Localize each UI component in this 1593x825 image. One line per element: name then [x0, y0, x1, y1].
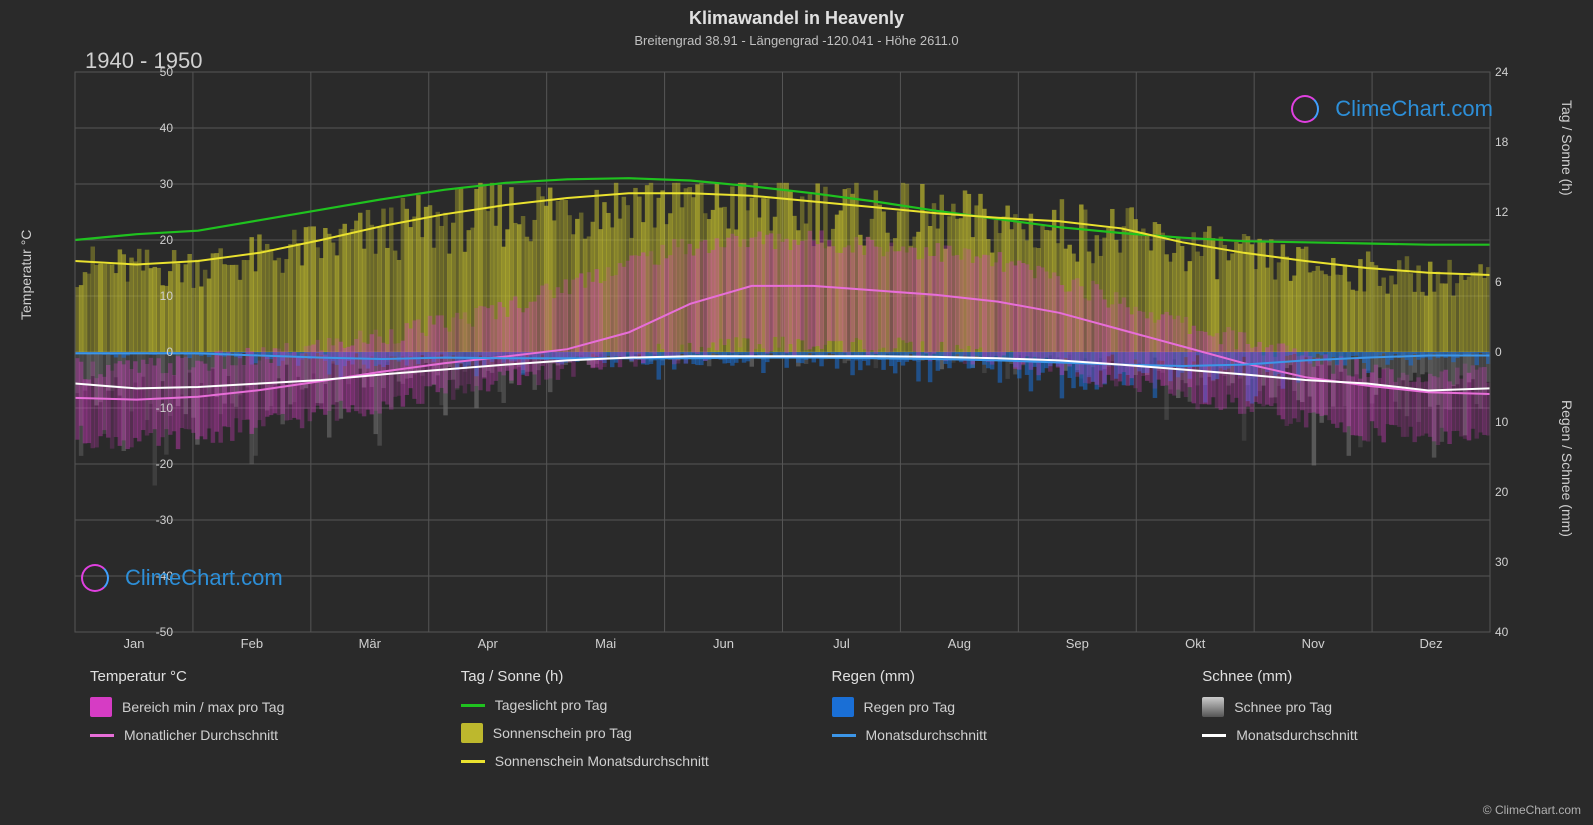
- legend-label: Sonnenschein pro Tag: [493, 725, 632, 741]
- legend-item-rain-day: Regen pro Tag: [832, 697, 1163, 717]
- tick-right-precip: 20: [1495, 485, 1535, 499]
- tick-right-sun: 24: [1495, 65, 1535, 79]
- snow-swatch: [1202, 697, 1224, 717]
- chart-title: Klimawandel in Heavenly: [0, 0, 1593, 29]
- logo-ring-icon: [81, 564, 109, 592]
- legend-label: Monatlicher Durchschnitt: [124, 727, 278, 743]
- tick-month: Mai: [595, 636, 616, 651]
- temp-avg-line-icon: [90, 734, 114, 737]
- tick-right-sun: 18: [1495, 135, 1535, 149]
- tick-right-sun: 12: [1495, 205, 1535, 219]
- legend-item-sunshine-day: Sonnenschein pro Tag: [461, 723, 792, 743]
- legend-label: Tageslicht pro Tag: [495, 697, 608, 713]
- legend-header-temp: Temperatur °C: [90, 668, 421, 685]
- legend-item-temp-avg: Monatlicher Durchschnitt: [90, 727, 421, 743]
- tick-left: -10: [133, 401, 173, 415]
- legend-label: Monatsdurchschnitt: [866, 727, 987, 743]
- logo-ring-icon: [1291, 95, 1319, 123]
- tick-month: Sep: [1066, 636, 1089, 651]
- tick-right-sun: 6: [1495, 275, 1535, 289]
- legend-header-rain: Regen (mm): [832, 668, 1163, 685]
- y-axis-right-top-label: Tag / Sonne (h): [1559, 100, 1575, 196]
- y-axis-right-bottom-label: Regen / Schnee (mm): [1559, 400, 1575, 537]
- tick-left: 10: [133, 289, 173, 303]
- legend-label: Bereich min / max pro Tag: [122, 699, 284, 715]
- tick-month: Mär: [359, 636, 381, 651]
- legend-col-sun: Tag / Sonne (h) Tageslicht pro Tag Sonne…: [461, 668, 792, 769]
- copyright-text: © ClimeChart.com: [1483, 803, 1581, 817]
- sunshine-swatch: [461, 723, 483, 743]
- legend-label: Schnee pro Tag: [1234, 699, 1332, 715]
- legend-label: Sonnenschein Monatsdurchschnitt: [495, 753, 709, 769]
- legend-item-sunshine-avg: Sonnenschein Monatsdurchschnitt: [461, 753, 792, 769]
- legend-item-snow-avg: Monatsdurchschnitt: [1202, 727, 1533, 743]
- y-axis-left-label: Temperatur °C: [18, 230, 34, 320]
- tick-left: 20: [133, 233, 173, 247]
- daylight-line-icon: [461, 704, 485, 707]
- chart-plot-area: [75, 72, 1490, 632]
- tick-month: Jul: [833, 636, 850, 651]
- tick-month: Nov: [1302, 636, 1325, 651]
- watermark-text: ClimeChart.com: [125, 565, 283, 591]
- tick-month: Apr: [478, 636, 498, 651]
- watermark-text: ClimeChart.com: [1335, 96, 1493, 122]
- tick-month: Okt: [1185, 636, 1205, 651]
- legend-col-temp: Temperatur °C Bereich min / max pro Tag …: [90, 668, 421, 769]
- tick-month: Dez: [1419, 636, 1442, 651]
- tick-left: 50: [133, 65, 173, 79]
- temp-range-swatch: [90, 697, 112, 717]
- watermark-top-right: ClimeChart.com: [1305, 96, 1493, 122]
- legend-col-rain: Regen (mm) Regen pro Tag Monatsdurchschn…: [832, 668, 1163, 769]
- rain-avg-line-icon: [832, 734, 856, 737]
- sunshine-avg-line-icon: [461, 760, 485, 763]
- legend-item-rain-avg: Monatsdurchschnitt: [832, 727, 1163, 743]
- tick-left: -30: [133, 513, 173, 527]
- tick-month: Feb: [241, 636, 263, 651]
- legend: Temperatur °C Bereich min / max pro Tag …: [90, 668, 1533, 769]
- tick-left: 40: [133, 121, 173, 135]
- tick-right-precip: 40: [1495, 625, 1535, 639]
- legend-label: Monatsdurchschnitt: [1236, 727, 1357, 743]
- tick-left: 30: [133, 177, 173, 191]
- snow-avg-line-icon: [1202, 734, 1226, 737]
- legend-header-sun: Tag / Sonne (h): [461, 668, 792, 685]
- chart-subtitle: Breitengrad 38.91 - Längengrad -120.041 …: [0, 29, 1593, 48]
- tick-right-precip: 10: [1495, 415, 1535, 429]
- legend-header-snow: Schnee (mm): [1202, 668, 1533, 685]
- legend-label: Regen pro Tag: [864, 699, 956, 715]
- legend-item-daylight: Tageslicht pro Tag: [461, 697, 792, 713]
- chart-svg: [75, 72, 1490, 632]
- tick-month: Jun: [713, 636, 734, 651]
- legend-col-snow: Schnee (mm) Schnee pro Tag Monatsdurchsc…: [1202, 668, 1533, 769]
- tick-right-sun: 0: [1495, 345, 1535, 359]
- rain-swatch: [832, 697, 854, 717]
- watermark-bottom-left: ClimeChart.com: [95, 565, 283, 591]
- tick-month: Aug: [948, 636, 971, 651]
- tick-right-precip: 30: [1495, 555, 1535, 569]
- legend-item-temp-range: Bereich min / max pro Tag: [90, 697, 421, 717]
- legend-item-snow-day: Schnee pro Tag: [1202, 697, 1533, 717]
- tick-left: 0: [133, 345, 173, 359]
- tick-left: -20: [133, 457, 173, 471]
- tick-month: Jan: [123, 636, 144, 651]
